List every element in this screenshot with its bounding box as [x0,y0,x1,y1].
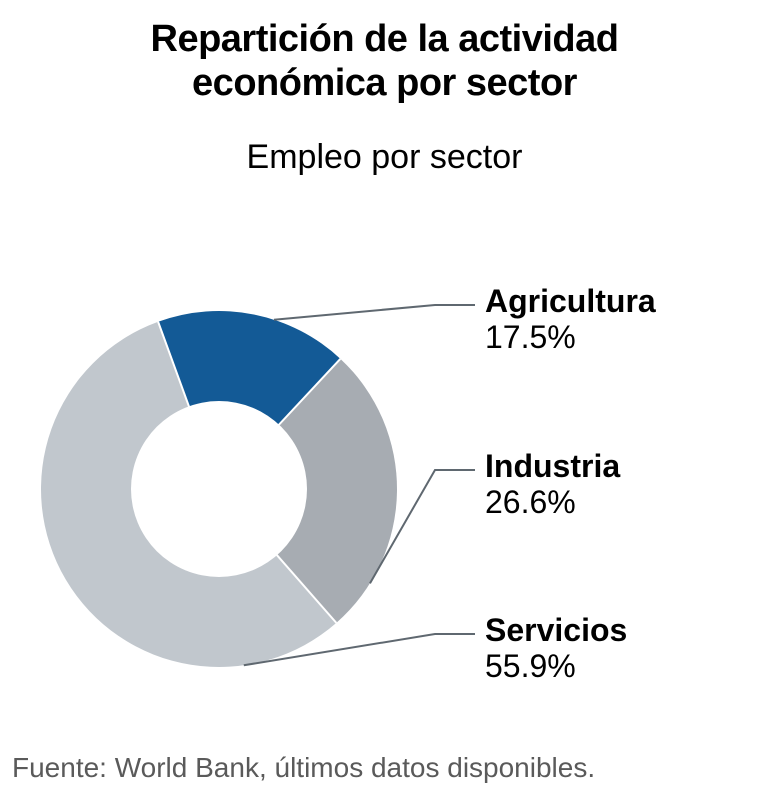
label-name-industria: Industria [485,448,620,485]
chart-container: Repartición de la actividad económica po… [0,0,769,800]
leader-line [274,305,475,320]
donut-hole [131,401,307,577]
label-value-servicios: 55.9% [485,648,576,685]
donut-chart [0,0,769,800]
label-value-industria: 26.6% [485,484,576,521]
label-value-agricultura: 17.5% [485,319,576,356]
label-name-servicios: Servicios [485,612,627,649]
source-text: Fuente: World Bank, últimos datos dispon… [12,752,595,784]
label-name-agricultura: Agricultura [485,283,656,320]
